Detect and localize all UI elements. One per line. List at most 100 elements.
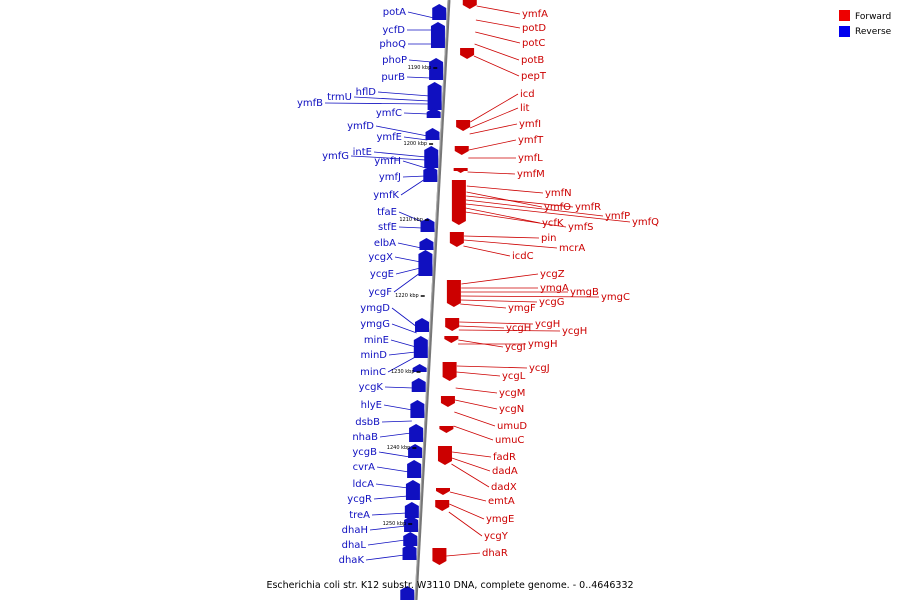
forward-gene-label[interactable]: ymgB	[570, 287, 599, 298]
forward-gene-label[interactable]: ycgH	[506, 323, 531, 334]
forward-gene-label[interactable]: dadX	[491, 482, 517, 493]
reverse-gene-label[interactable]: ymfK	[373, 190, 399, 201]
forward-gene-label[interactable]: ycgZ	[540, 269, 565, 280]
reverse-gene-label[interactable]: cvrA	[353, 462, 376, 473]
forward-gene-label[interactable]: ycgH	[562, 326, 587, 337]
forward-gene-label[interactable]: potB	[521, 55, 544, 66]
forward-gene-glyph	[440, 396, 455, 403]
reverse-gene-label[interactable]: ycgB	[352, 447, 377, 458]
forward-gene-label[interactable]: ycgJ	[529, 363, 550, 374]
reverse-gene-label[interactable]: ymfG	[322, 151, 349, 162]
reverse-gene-label[interactable]: ldcA	[353, 479, 375, 490]
reverse-gene-arrowhead	[409, 424, 424, 428]
reverse-gene-label[interactable]: ycgK	[359, 382, 384, 393]
forward-gene-label[interactable]: ymfL	[518, 153, 543, 164]
forward-gene-leader	[469, 107, 519, 129]
forward-gene-label[interactable]: ycgH	[535, 319, 560, 330]
forward-gene-label[interactable]: ymgC	[601, 292, 630, 303]
reverse-gene-label[interactable]: tfaE	[377, 207, 397, 218]
forward-gene-label[interactable]: ymfI	[519, 119, 541, 130]
reverse-gene-label[interactable]: ycgR	[347, 494, 372, 505]
reverse-gene-label[interactable]: treA	[349, 510, 370, 521]
forward-gene-leader	[465, 203, 631, 223]
forward-gene-label[interactable]: ycgN	[499, 404, 524, 415]
reverse-gene-label[interactable]: minC	[360, 367, 386, 378]
forward-gene-label[interactable]: icd	[520, 89, 535, 100]
reverse-gene-label[interactable]: ymfD	[347, 121, 374, 132]
reverse-gene-label[interactable]: dhaK	[339, 555, 365, 566]
forward-gene-label[interactable]: ymgE	[486, 514, 514, 525]
forward-gene-label[interactable]: ymfT	[518, 135, 544, 146]
reverse-gene-label[interactable]: ycgF	[368, 287, 392, 298]
forward-gene-label[interactable]: lit	[520, 103, 530, 114]
forward-gene-label[interactable]: ycgM	[499, 388, 525, 399]
forward-gene-label[interactable]: ycgG	[539, 297, 565, 308]
forward-gene-label[interactable]: potD	[522, 23, 546, 34]
forward-gene-label[interactable]: ymfS	[568, 222, 594, 233]
forward-gene-leader	[467, 171, 516, 175]
forward-gene-arrowhead	[449, 243, 464, 247]
forward-gene-leader	[459, 325, 505, 329]
forward-gene-label[interactable]: fadR	[493, 452, 516, 463]
forward-gene-label[interactable]: umuD	[497, 421, 527, 432]
reverse-gene-label[interactable]: minE	[364, 335, 389, 346]
forward-gene-label[interactable]: ycgI	[505, 342, 526, 353]
forward-gene-label[interactable]: ymgF	[508, 303, 536, 314]
forward-gene-label[interactable]: ycgL	[502, 371, 526, 382]
forward-gene-label[interactable]: ymfN	[545, 188, 572, 199]
reverse-gene-label[interactable]: nhaB	[352, 432, 378, 443]
reverse-gene-label[interactable]: minD	[360, 350, 387, 361]
forward-gene-label[interactable]: pin	[541, 233, 556, 244]
reverse-gene-label[interactable]: hflD	[356, 87, 377, 98]
reverse-gene-label[interactable]: ymfJ	[379, 172, 401, 183]
forward-gene-label[interactable]: pepT	[521, 71, 547, 82]
forward-gene-label[interactable]: ymfP	[605, 211, 630, 222]
forward-gene-label[interactable]: umuC	[495, 435, 524, 446]
forward-gene-label[interactable]: dadA	[492, 466, 518, 477]
forward-gene-arrowhead	[439, 429, 454, 433]
reverse-gene-label[interactable]: ymfB	[297, 98, 323, 109]
kbp-tick-label: 1250 kbp	[383, 521, 407, 527]
reverse-gene-label[interactable]: phoQ	[379, 39, 406, 50]
forward-gene-leader	[455, 387, 498, 394]
forward-gene-label[interactable]: icdC	[512, 251, 534, 262]
forward-gene-label[interactable]: dhaR	[482, 548, 508, 559]
forward-gene-leader	[460, 295, 600, 298]
forward-gene-label[interactable]: mcrA	[559, 243, 585, 254]
reverse-gene-label[interactable]: ycfD	[382, 25, 405, 36]
forward-gene-leader	[475, 31, 521, 44]
reverse-gene-label[interactable]: intE	[353, 147, 372, 158]
forward-gene-label[interactable]: ymgH	[528, 339, 558, 350]
reverse-gene-label[interactable]: potA	[383, 7, 406, 18]
reverse-strand-genes: potA ycfD phoQ phoP purB hflD trmU ymfB ymfCymfD…	[297, 4, 447, 600]
reverse-gene-label[interactable]: elbA	[374, 238, 396, 249]
reverse-gene-label[interactable]: stfE	[378, 222, 397, 233]
reverse-gene-label[interactable]: ymfE	[377, 132, 403, 143]
forward-gene-leader	[475, 19, 521, 29]
forward-gene-label[interactable]: ymfR	[575, 202, 601, 213]
reverse-gene-label[interactable]: dhaL	[342, 540, 367, 551]
reverse-gene-label[interactable]: ycgX	[368, 252, 393, 263]
reverse-gene-arrowhead	[415, 318, 430, 322]
forward-gene-label[interactable]: ymfM	[517, 169, 545, 180]
forward-gene-label[interactable]: potC	[522, 38, 545, 49]
reverse-gene-label[interactable]: ycgE	[370, 269, 394, 280]
reverse-gene-label[interactable]: trmU	[327, 92, 352, 103]
reverse-gene-label[interactable]: hlyE	[361, 400, 382, 411]
reverse-gene-label[interactable]: dsbB	[355, 417, 380, 428]
forward-gene-label[interactable]: emtA	[488, 496, 515, 507]
reverse-gene-label[interactable]: ymfC	[376, 108, 402, 119]
forward-gene-label[interactable]: ycgY	[484, 531, 509, 542]
reverse-gene-label[interactable]: phoP	[382, 55, 407, 66]
forward-gene-label[interactable]: ymfA	[522, 9, 548, 20]
reverse-gene-label[interactable]: ymgD	[360, 303, 390, 314]
forward-gene-label[interactable]: ymfQ	[632, 217, 659, 228]
forward-gene-label[interactable]: ymfO	[544, 202, 571, 213]
forward-gene-label[interactable]: ymgA	[540, 283, 569, 294]
reverse-gene-label[interactable]: purB	[381, 72, 405, 83]
forward-gene-label[interactable]: ycfK	[542, 218, 564, 229]
reverse-gene-label[interactable]: dhaH	[342, 525, 368, 536]
reverse-gene-label[interactable]: ymfH	[374, 156, 401, 167]
reverse-gene-label[interactable]: ymgG	[360, 319, 390, 330]
